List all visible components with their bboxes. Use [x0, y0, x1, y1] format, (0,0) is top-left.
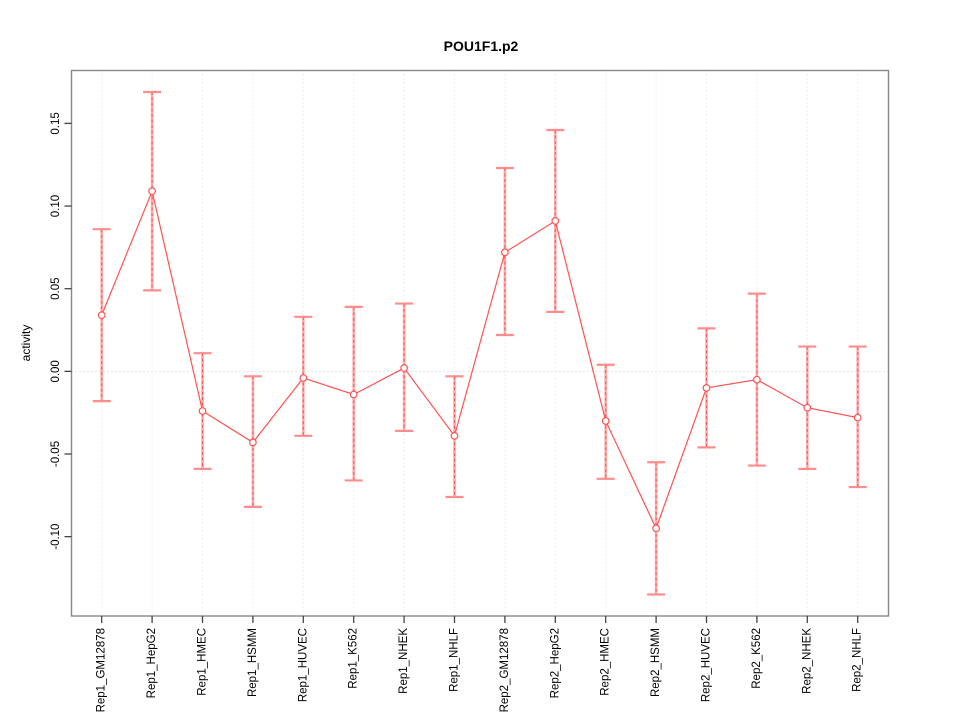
series-line [101, 189, 858, 530]
x-tick-label: Rep2_NHLF [852, 628, 864, 692]
x-tick-label: Rep1_HSMM [247, 628, 259, 697]
data-point [198, 407, 207, 415]
x-tick-label: Rep2_K562 [751, 628, 763, 689]
y-tick-label: -0.10 [50, 524, 62, 550]
data-point [652, 524, 660, 533]
x-tick-label: Rep2_HMEC [600, 628, 612, 696]
data-point [702, 383, 711, 392]
data-point [551, 217, 560, 225]
data-point [753, 375, 761, 384]
x-tick-label: Rep1_NHEK [398, 628, 410, 694]
data-point [601, 417, 610, 425]
x-tick-label: Rep2_GM12878 [499, 628, 511, 712]
data-point [853, 413, 862, 422]
x-tick-label: Rep2_HUVEC [701, 628, 713, 702]
x-tick-label: Rep1_HUVEC [297, 628, 309, 702]
x-tick-label: Rep2_HepG2 [549, 628, 561, 698]
x-tick-label: Rep1_HMEC [197, 628, 209, 696]
data-point [349, 390, 358, 399]
data-point [97, 311, 106, 320]
x-tick-label: Rep2_NHEK [801, 628, 813, 694]
data-point [450, 431, 459, 440]
y-tick-label: 0.05 [50, 278, 62, 300]
chart-plot-area: -0.10 -0.05 0.00 0.05 0.10 0.15 Rep1_GM12878 Re… [50, 69, 890, 712]
chart-title: POU1F1.p2 [444, 38, 519, 54]
y-tick-label: 0.00 [50, 360, 62, 382]
plot-border [70, 69, 890, 617]
y-axis-label: activity [19, 325, 33, 362]
data-point [803, 403, 812, 412]
y-tick-label: 0.15 [50, 112, 62, 134]
data-point [248, 438, 257, 447]
x-tick-label: Rep1_K562 [348, 628, 360, 689]
x-tick-label: Rep1_HepG2 [146, 628, 158, 698]
data-point [501, 248, 509, 257]
x-tick-label: Rep1_NHLF [449, 628, 461, 692]
data-point [148, 187, 157, 196]
data-point [299, 374, 308, 382]
x-tick-label: Rep1_GM12878 [96, 628, 108, 712]
y-tick-label: -0.05 [50, 441, 62, 467]
x-tick-label: Rep2_HSMM [650, 628, 662, 697]
y-tick-label: 0.10 [50, 195, 62, 217]
data-point [400, 364, 409, 372]
